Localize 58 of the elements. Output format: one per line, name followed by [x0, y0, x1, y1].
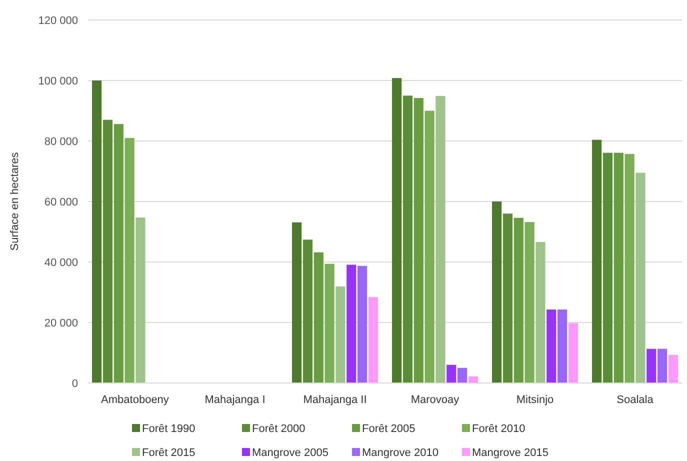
- bar: [514, 218, 524, 383]
- x-tick-label: Soalala: [616, 394, 654, 406]
- legend-label: Forêt 2000: [252, 422, 306, 435]
- bar: [557, 309, 568, 383]
- bar: [292, 222, 302, 383]
- legend-label: Forêt 1990: [142, 422, 196, 435]
- bar: [546, 309, 556, 383]
- x-tick-label: Marovoay: [410, 394, 460, 406]
- y-axis-title: Surface en hectares: [9, 152, 21, 251]
- y-tick-label: 40 000: [44, 256, 78, 269]
- x-tick-label: Mahajanga I: [204, 394, 266, 406]
- bar: [114, 124, 124, 383]
- x-tick-label: Mahajanga II: [303, 394, 367, 406]
- bar: [436, 96, 446, 383]
- x-tick-label: Mitsinjo: [516, 394, 554, 406]
- y-tick-label: 20 000: [44, 317, 78, 330]
- bar: [536, 242, 546, 383]
- y-tick-label: 100 000: [38, 75, 78, 88]
- legend-label: Mangrove 2015: [472, 446, 548, 459]
- bar: [668, 354, 678, 383]
- y-tick-label: 0: [72, 378, 78, 390]
- y-tick-label: 60 000: [44, 196, 78, 208]
- bar: [446, 364, 456, 383]
- bar: [92, 80, 102, 383]
- bar: [568, 323, 578, 383]
- bar: [424, 110, 434, 383]
- bar: [336, 286, 346, 383]
- y-tick-label: 80 000: [44, 136, 78, 148]
- bar: [357, 266, 368, 383]
- bar: [624, 154, 634, 383]
- bar: [402, 96, 413, 383]
- bar: [124, 138, 134, 383]
- legend-label: Mangrove 2010: [362, 446, 438, 459]
- legend-label: Forêt 2010: [472, 422, 526, 435]
- bar: [368, 297, 378, 383]
- bar: [324, 264, 334, 383]
- y-tick-label: 120 000: [38, 14, 78, 27]
- bar: [592, 140, 602, 383]
- bar: [346, 264, 356, 383]
- legend-label: Forêt 2015: [142, 446, 196, 459]
- bar: [102, 120, 113, 383]
- bar: [414, 98, 424, 383]
- bar: [502, 214, 513, 383]
- legend-label: Mangrove 2005: [252, 446, 328, 459]
- bar: [614, 152, 624, 383]
- bar: [524, 222, 534, 383]
- x-tick-label: Ambatoboeny: [101, 394, 170, 406]
- bar: [302, 240, 313, 383]
- bar: [314, 252, 324, 383]
- bar: [602, 152, 613, 383]
- bar: [636, 172, 646, 383]
- bar: [136, 218, 146, 383]
- bar: [646, 348, 656, 383]
- legend-label: Forêt 2005: [362, 422, 416, 435]
- bar: [392, 78, 402, 383]
- bar: [457, 368, 468, 383]
- bar: [492, 202, 502, 383]
- bar: [657, 348, 668, 383]
